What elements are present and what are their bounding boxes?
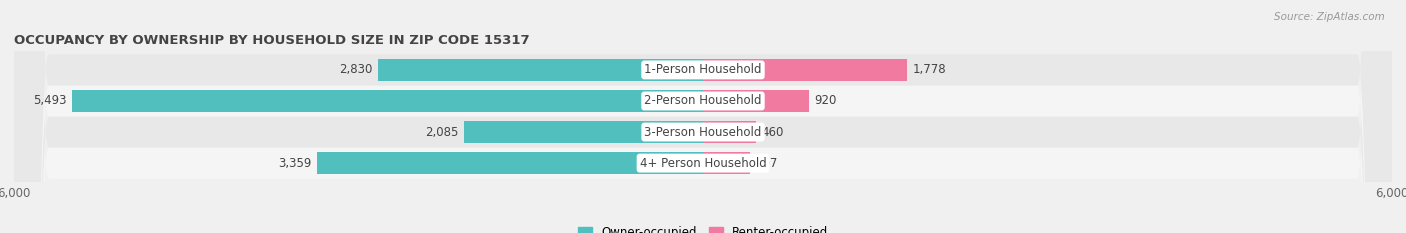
- Bar: [703, 59, 907, 81]
- Text: 407: 407: [755, 157, 778, 170]
- Text: 3-Person Household: 3-Person Household: [644, 126, 762, 139]
- Bar: [378, 59, 703, 81]
- FancyBboxPatch shape: [14, 0, 1392, 233]
- Text: 4+ Person Household: 4+ Person Household: [640, 157, 766, 170]
- Legend: Owner-occupied, Renter-occupied: Owner-occupied, Renter-occupied: [572, 221, 834, 233]
- Bar: [464, 121, 703, 143]
- FancyBboxPatch shape: [14, 0, 1392, 233]
- Text: 460: 460: [761, 126, 783, 139]
- Text: 2,830: 2,830: [339, 63, 373, 76]
- FancyBboxPatch shape: [14, 0, 1392, 233]
- Text: 920: 920: [814, 94, 837, 107]
- Text: 3,359: 3,359: [278, 157, 312, 170]
- Text: Source: ZipAtlas.com: Source: ZipAtlas.com: [1274, 12, 1385, 22]
- Bar: [72, 90, 703, 112]
- Text: OCCUPANCY BY OWNERSHIP BY HOUSEHOLD SIZE IN ZIP CODE 15317: OCCUPANCY BY OWNERSHIP BY HOUSEHOLD SIZE…: [14, 34, 530, 47]
- Text: 2-Person Household: 2-Person Household: [644, 94, 762, 107]
- Text: 1,778: 1,778: [912, 63, 946, 76]
- FancyBboxPatch shape: [14, 0, 1392, 233]
- Text: 5,493: 5,493: [34, 94, 66, 107]
- Text: 1-Person Household: 1-Person Household: [644, 63, 762, 76]
- Bar: [318, 152, 703, 174]
- Text: 2,085: 2,085: [425, 126, 458, 139]
- Bar: [703, 152, 749, 174]
- Bar: [703, 90, 808, 112]
- Bar: [703, 121, 756, 143]
